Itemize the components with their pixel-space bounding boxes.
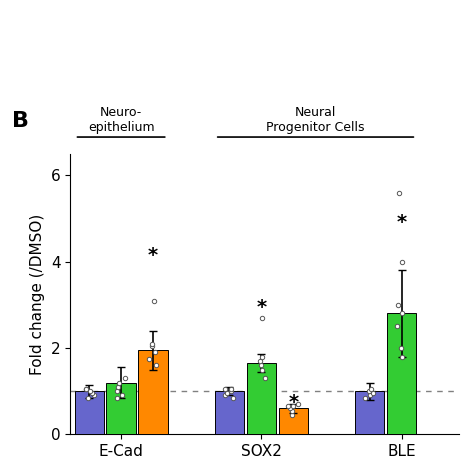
Point [367, 385, 375, 393]
Point [153, 362, 160, 369]
Point [290, 402, 297, 410]
Text: *: * [397, 213, 407, 232]
Point [256, 357, 264, 365]
Point [114, 387, 121, 395]
Point [398, 258, 405, 265]
Point [397, 344, 404, 352]
Bar [215, 391, 244, 434]
Point [84, 394, 92, 401]
Text: *: * [288, 393, 298, 412]
Point [113, 394, 121, 401]
Point [118, 392, 126, 399]
Point [90, 392, 98, 399]
Point [258, 353, 266, 360]
Point [229, 394, 237, 401]
Text: B: B [12, 111, 29, 131]
Point [286, 405, 294, 412]
Point [258, 314, 265, 321]
Text: *: * [148, 246, 158, 265]
Point [82, 385, 90, 393]
Bar [107, 383, 136, 434]
Bar [355, 391, 384, 434]
Bar [246, 363, 276, 434]
Point [227, 385, 235, 393]
Text: Neural
Progenitor Cells: Neural Progenitor Cells [266, 106, 365, 134]
Point [365, 387, 373, 395]
Point [227, 387, 235, 395]
Text: *: * [256, 298, 266, 317]
Point [116, 379, 123, 386]
Point [258, 366, 266, 374]
Point [361, 394, 369, 401]
Point [398, 310, 406, 317]
Point [393, 323, 401, 330]
Bar [279, 409, 308, 434]
Y-axis label: Fold change (/DMSO): Fold change (/DMSO) [30, 213, 45, 375]
Point [152, 348, 159, 356]
Point [289, 411, 296, 419]
Point [82, 385, 90, 393]
Point [148, 342, 155, 350]
Bar [138, 350, 168, 434]
Point [366, 392, 374, 399]
Point [398, 353, 406, 360]
Point [88, 390, 95, 397]
Point [121, 374, 128, 382]
Point [148, 340, 155, 347]
Point [221, 392, 228, 399]
Point [394, 301, 402, 309]
Bar [387, 313, 416, 434]
Point [261, 374, 269, 382]
Point [150, 297, 158, 304]
Point [370, 390, 377, 397]
Point [145, 355, 153, 363]
Point [395, 189, 403, 197]
Point [223, 390, 230, 397]
Bar [74, 391, 104, 434]
Point [284, 402, 292, 410]
Point [288, 407, 296, 414]
Point [294, 400, 302, 408]
Point [115, 383, 122, 391]
Point [86, 387, 94, 395]
Point [222, 385, 229, 393]
Point [257, 362, 264, 369]
Text: Neuro-
epithelium: Neuro- epithelium [88, 106, 155, 134]
